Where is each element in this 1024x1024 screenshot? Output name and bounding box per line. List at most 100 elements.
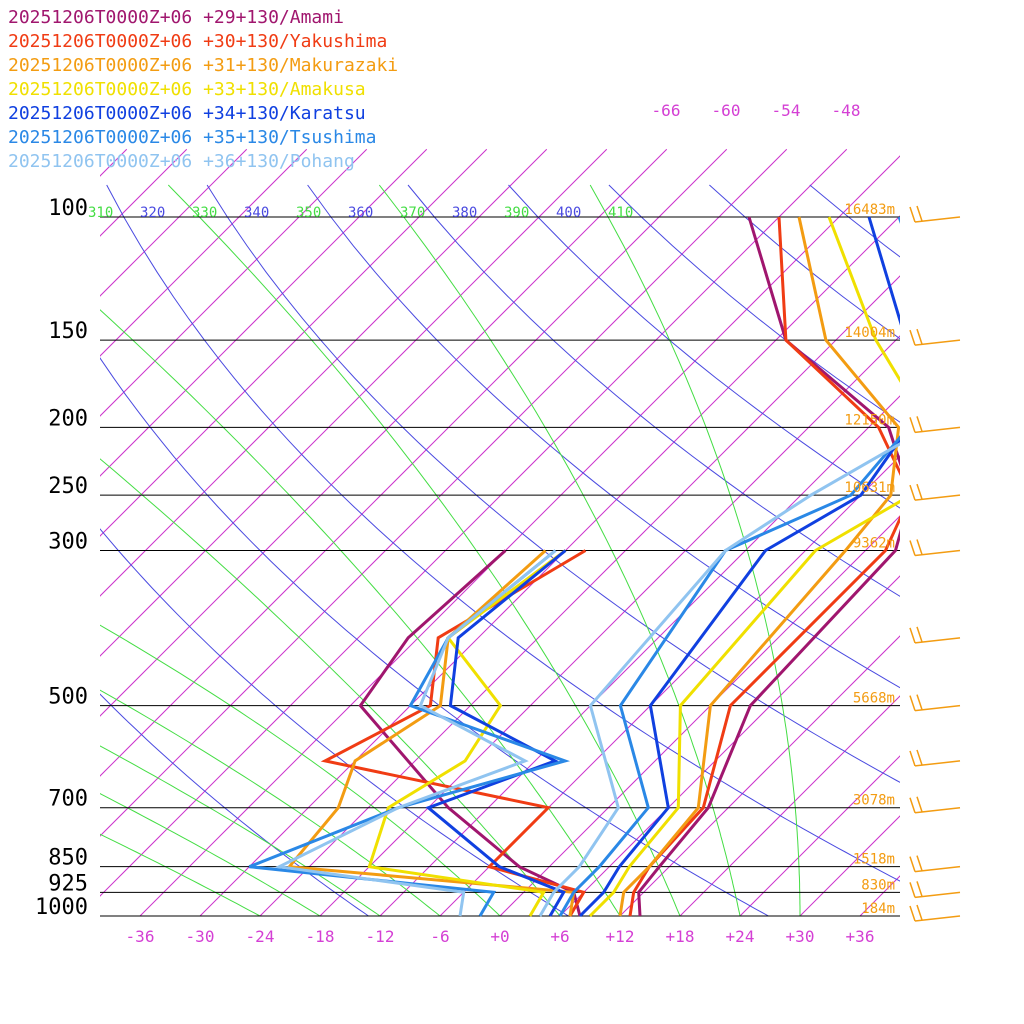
moist-adiabat bbox=[100, 833, 261, 917]
temperature-tick-label: +12 bbox=[606, 927, 635, 946]
height-label: 9362m bbox=[853, 536, 895, 552]
pressure-tick-label: 150 bbox=[48, 319, 88, 344]
dry-adiabat bbox=[407, 184, 900, 597]
wind-barb bbox=[909, 881, 961, 899]
temperature-tick-label: +24 bbox=[726, 927, 755, 946]
temperature-tick-label: -36 bbox=[126, 927, 155, 946]
temperature-tick-label: -6 bbox=[430, 927, 449, 946]
height-label: 830m bbox=[861, 877, 895, 893]
legend-entry: 20251206T0000Z+06 +35+130/Tsushima bbox=[8, 127, 376, 148]
wind-barb bbox=[909, 904, 961, 922]
dry-adiabat bbox=[100, 357, 769, 917]
wind-barb bbox=[909, 416, 961, 434]
moist-adiabat bbox=[100, 745, 381, 917]
temperature-tick-label: +36 bbox=[846, 927, 875, 946]
dry-adiabat bbox=[206, 184, 900, 783]
dewpoint-line bbox=[320, 549, 587, 917]
pressure-tick-label: 1000 bbox=[35, 895, 88, 920]
dewpoint-line bbox=[274, 549, 557, 917]
isotherm bbox=[799, 815, 900, 917]
isotherm bbox=[199, 215, 900, 917]
temperature-line bbox=[628, 216, 900, 917]
legend-entry: 20251206T0000Z+06 +31+130/Makurazaki bbox=[8, 55, 398, 76]
isotherm bbox=[499, 515, 900, 917]
theta-label: 400 bbox=[556, 205, 581, 221]
isotherm bbox=[100, 148, 188, 237]
temperature-tick-label: +30 bbox=[786, 927, 815, 946]
isotherm bbox=[100, 148, 668, 717]
theta-label: 340 bbox=[244, 205, 269, 221]
temperature-line bbox=[578, 216, 900, 918]
isotherm bbox=[259, 275, 900, 917]
theta-label: 380 bbox=[452, 205, 477, 221]
legend-entry: 20251206T0000Z+06 +36+130/Pohang bbox=[8, 151, 355, 172]
isotherm bbox=[100, 148, 308, 357]
pressure-tick-label: 700 bbox=[48, 787, 88, 812]
upper-temperature-label: -54 bbox=[772, 101, 801, 120]
temperature-tick-label: -30 bbox=[186, 927, 215, 946]
pressure-tick-label: 850 bbox=[48, 846, 88, 871]
legend: 20251206T0000Z+06 +29+130/Amami 20251206T… bbox=[8, 7, 398, 172]
isotherm bbox=[559, 575, 900, 917]
pressure-tick-label: 100 bbox=[48, 196, 88, 221]
legend-entry: 20251206T0000Z+06 +29+130/Amami bbox=[8, 7, 344, 28]
theta-label: 310 bbox=[88, 205, 113, 221]
pressure-tick-label: 250 bbox=[48, 474, 88, 499]
dry-adiabat bbox=[307, 184, 900, 689]
dry-adiabat bbox=[508, 184, 900, 509]
dewpoint-line bbox=[248, 549, 571, 917]
theta-label: 360 bbox=[348, 205, 373, 221]
upper-temperature-label: -66 bbox=[652, 101, 681, 120]
isotherm bbox=[920, 149, 1024, 916]
pressure-tick-label: 500 bbox=[48, 685, 88, 710]
dry-adiabat bbox=[106, 184, 900, 882]
legend-entry: 20251206T0000Z+06 +30+130/Yakushima bbox=[8, 31, 387, 52]
height-label: 10631m bbox=[844, 480, 895, 496]
isotherm bbox=[619, 635, 900, 917]
moist-adiabat bbox=[100, 309, 621, 917]
dewpoint-line bbox=[425, 549, 567, 917]
upper-temperature-label: -48 bbox=[832, 101, 861, 120]
temperature-tick-label: -18 bbox=[306, 927, 335, 946]
temperature-tick-label: -12 bbox=[366, 927, 395, 946]
isotherm bbox=[100, 148, 368, 417]
temperature-tick-label: -24 bbox=[246, 927, 275, 946]
wind-barb bbox=[909, 328, 961, 346]
isotherm bbox=[100, 148, 248, 297]
height-label: 184m bbox=[861, 901, 895, 917]
wind-barb bbox=[909, 796, 961, 814]
isotherm bbox=[100, 148, 548, 597]
temperature-line bbox=[538, 442, 900, 917]
height-label: 14004m bbox=[844, 325, 895, 341]
isotherm bbox=[139, 155, 900, 917]
dewpoint-line bbox=[286, 549, 576, 917]
legend-entry: 20251206T0000Z+06 +33+130/Amakusa bbox=[8, 79, 366, 100]
pressure-tick-label: 200 bbox=[48, 406, 88, 431]
pressure-tick-label: 300 bbox=[48, 530, 88, 555]
temperature-tick-label: +0 bbox=[490, 927, 509, 946]
wind-barb bbox=[909, 749, 961, 767]
temperature-line bbox=[558, 216, 900, 917]
isotherm bbox=[679, 695, 900, 917]
height-label: 5668m bbox=[853, 691, 895, 707]
wind-barb bbox=[909, 626, 961, 644]
theta-label: 320 bbox=[140, 205, 165, 221]
moist-adiabat bbox=[378, 184, 741, 917]
theta-label: 330 bbox=[192, 205, 217, 221]
legend-entry: 20251206T0000Z+06 +34+130/Karatsu bbox=[8, 103, 366, 124]
temperature-line bbox=[637, 216, 900, 917]
temperature-line bbox=[618, 216, 900, 917]
height-label: 3078m bbox=[853, 793, 895, 809]
isotherm bbox=[980, 149, 1024, 916]
isotherm bbox=[100, 148, 428, 477]
isotherm bbox=[100, 148, 788, 837]
sounding-series bbox=[248, 216, 900, 918]
wind-barb bbox=[909, 694, 961, 712]
moist-adiabat bbox=[100, 793, 321, 917]
theta-label: 410 bbox=[608, 205, 633, 221]
wind-barbs bbox=[909, 205, 961, 922]
isotherm bbox=[100, 148, 608, 657]
pressure-tick-label: 925 bbox=[48, 871, 88, 896]
